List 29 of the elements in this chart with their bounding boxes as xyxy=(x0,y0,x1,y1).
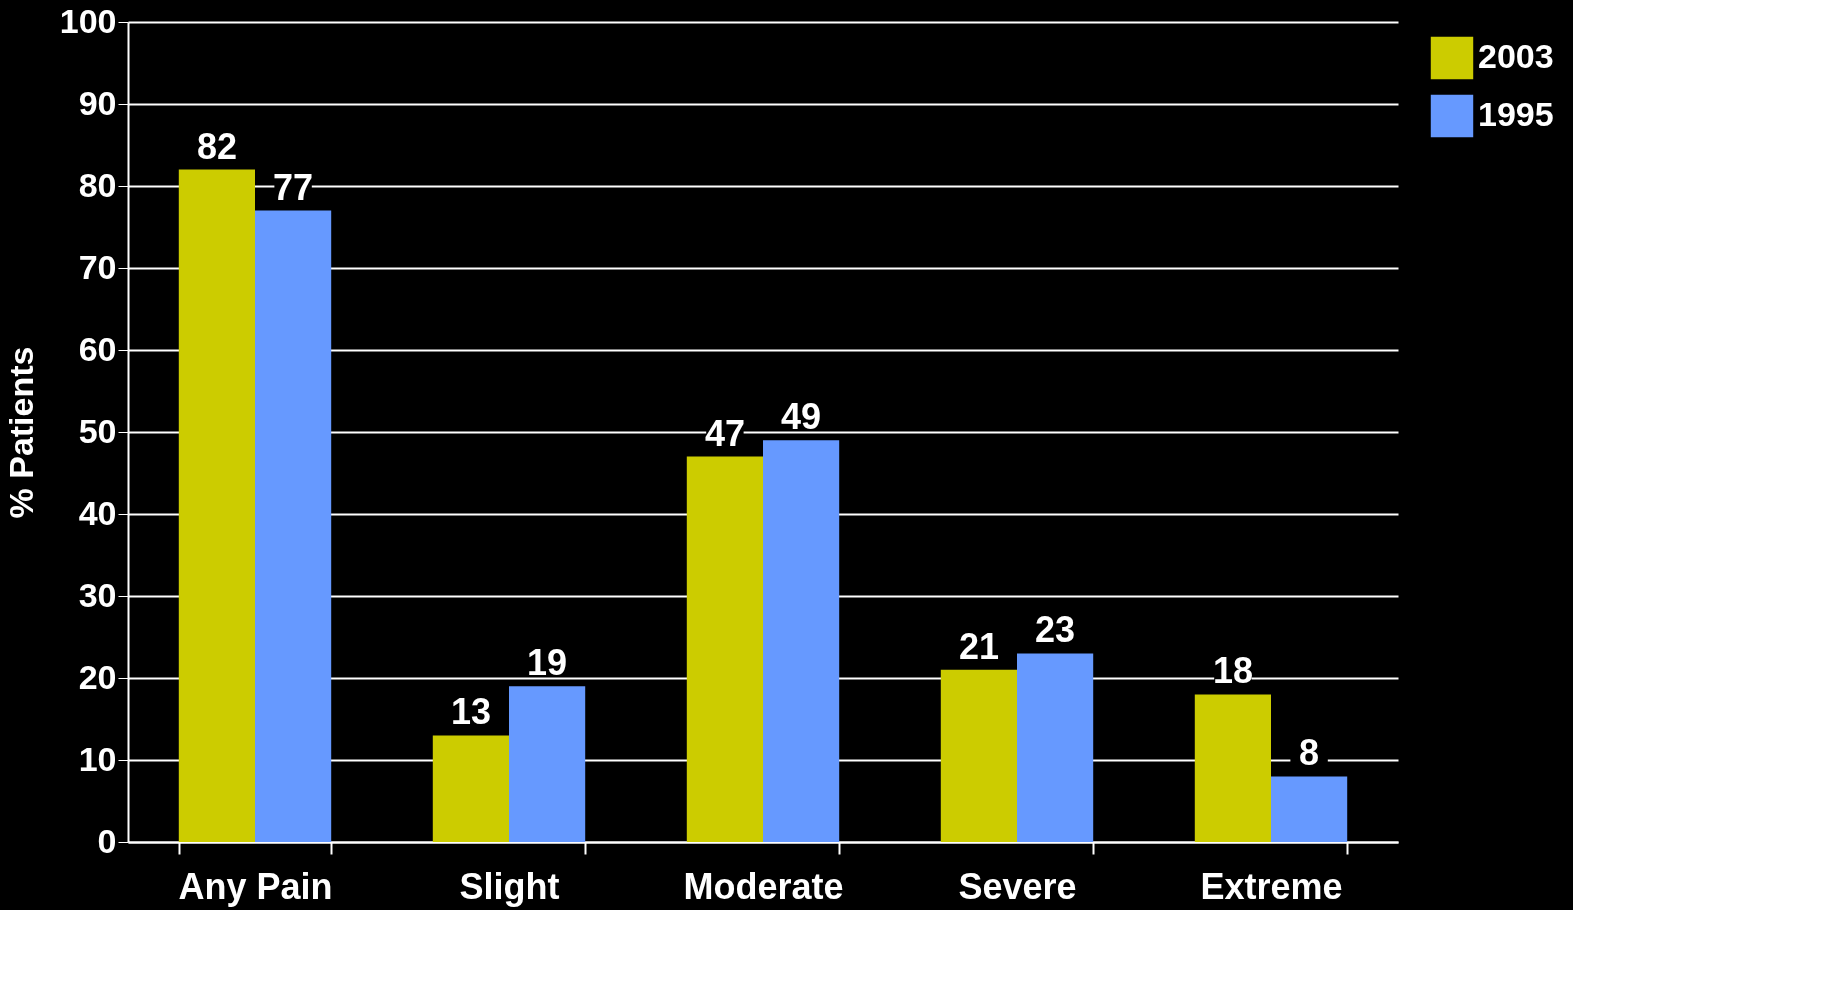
x-tick-label: Extreme xyxy=(1200,865,1343,907)
data-label: 82 xyxy=(196,125,237,167)
data-label: 18 xyxy=(1212,650,1253,692)
y-tick-label: 40 xyxy=(78,493,117,532)
y-tick-label: 70 xyxy=(78,247,117,286)
x-tick-label: Moderate xyxy=(683,865,844,907)
y-tick-label: 100 xyxy=(59,1,117,40)
data-label: 49 xyxy=(781,396,822,438)
data-label: 19 xyxy=(527,642,568,684)
y-tick-label: 60 xyxy=(78,329,117,368)
data-label: 77 xyxy=(273,166,314,208)
data-label: 21 xyxy=(958,625,999,667)
y-tick-label: 20 xyxy=(78,657,117,696)
y-tick-label: 0 xyxy=(97,821,117,860)
legend-label: 2003 xyxy=(1478,37,1554,75)
y-tick-label: 90 xyxy=(78,83,117,122)
x-tick-label: Any Pain xyxy=(178,865,333,907)
data-label: 8 xyxy=(1299,732,1320,774)
y-tick-label: 30 xyxy=(78,575,117,614)
y-tick-label: 50 xyxy=(78,411,117,450)
y-axis-title: % Patients xyxy=(1,346,40,519)
y-tick-label: 80 xyxy=(78,165,117,204)
data-label: 47 xyxy=(704,412,745,454)
x-tick-label: Severe xyxy=(958,865,1077,907)
data-label: 23 xyxy=(1035,609,1076,651)
data-label: 13 xyxy=(450,691,491,733)
y-tick-label: 10 xyxy=(78,739,117,778)
x-tick-label: Slight xyxy=(459,865,560,907)
legend-label: 1995 xyxy=(1478,95,1554,133)
